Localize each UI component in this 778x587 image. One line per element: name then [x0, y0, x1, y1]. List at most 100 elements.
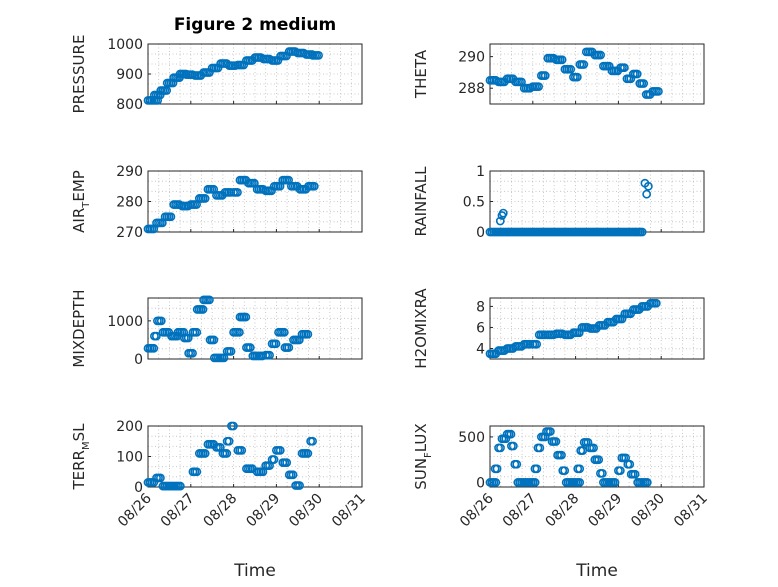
y-tick-label: 1: [476, 164, 485, 180]
data-point: [534, 82, 543, 92]
axes-border: [489, 425, 705, 488]
data-point: [619, 63, 629, 73]
data-point: [198, 305, 208, 314]
data-point: [233, 187, 242, 197]
data-point: [532, 339, 542, 349]
data-point: [200, 194, 210, 203]
y-tick-label: 0: [134, 480, 143, 496]
data-point: [557, 55, 567, 65]
data-point: [166, 212, 176, 222]
data-point: [572, 72, 582, 82]
data-point: [626, 74, 636, 84]
data-point: [642, 189, 652, 199]
data-point: [156, 316, 166, 326]
x-tick-label: 08/26: [115, 490, 155, 530]
data-point: [156, 473, 165, 483]
y-tick-label: 270: [116, 225, 143, 241]
data-point: [192, 467, 202, 477]
y-tick-label: 6: [476, 320, 485, 336]
y-axis-label: H2OMIXRA: [412, 288, 430, 369]
data-point: [155, 90, 165, 100]
x-tick-label: 08/28: [543, 491, 583, 531]
data-point: [651, 298, 661, 308]
data-point: [282, 458, 292, 467]
data-point: [498, 208, 508, 218]
y-axis-label: AIRTEMP: [70, 170, 92, 233]
y-tick-label: 288: [458, 81, 485, 97]
y-tick-label: 200: [116, 419, 143, 435]
data-point: [237, 445, 247, 455]
data-point: [639, 79, 649, 88]
data-point: [643, 181, 653, 191]
data-point: [551, 437, 561, 446]
data-point: [630, 469, 640, 479]
data-point: [149, 343, 159, 353]
x-tick-label: 08/31: [671, 491, 711, 531]
y-tick-label: 4: [476, 341, 485, 357]
data-point: [496, 443, 505, 453]
data-point: [495, 216, 505, 226]
panel-theta: 288 290 THETA: [412, 43, 705, 105]
data-point: [183, 333, 193, 343]
y-tick-label: 0: [476, 475, 485, 491]
y-tick-label: 290: [458, 50, 485, 66]
panel-h2omixra: 4 6 8 H2OMIXRA: [412, 288, 705, 369]
data-point: [506, 429, 516, 439]
y-tick-label: 100: [116, 450, 143, 466]
data-point: [200, 449, 210, 458]
y-tick-label: 290: [116, 164, 143, 180]
data-point: [303, 449, 313, 458]
y-axis-label: RAINFALL: [412, 166, 430, 237]
y-tick-label: 1000: [107, 37, 143, 53]
data-point: [654, 86, 663, 96]
data-point: [275, 445, 285, 455]
y-tick-label: 800: [116, 97, 143, 113]
x-tick-label: 08/30: [286, 491, 326, 531]
data-point: [205, 295, 214, 305]
data-point: [594, 455, 604, 465]
y-axis-label: MIXDEPTH: [70, 289, 88, 367]
data-point: [271, 339, 281, 349]
y-tick-label: 0: [134, 352, 143, 368]
data-point: [188, 348, 197, 358]
x-tick-label: 08/29: [585, 491, 625, 531]
data-point: [284, 343, 294, 352]
data-point: [560, 466, 570, 476]
data-point: [151, 331, 161, 341]
panel-pressure: 800 900 1000 PRESSURE Figure 2 medium: [70, 15, 363, 114]
y-axis-label: TERRMSL: [70, 423, 92, 491]
data-point: [295, 481, 304, 490]
data-point: [279, 327, 289, 337]
y-tick-label: 500: [458, 430, 485, 446]
data-point: [308, 436, 317, 446]
data-point: [566, 64, 576, 74]
data-point: [222, 449, 232, 458]
data-point: [234, 327, 244, 337]
panel-mixdepth: 0 1000 MIXDEPTH: [70, 289, 363, 368]
data-point: [269, 455, 279, 464]
x-tick-label: 08/27: [500, 491, 540, 531]
panel-air_temp: 270 280 290 AIRTEMP: [70, 164, 363, 241]
data-point: [226, 346, 236, 356]
data-point: [241, 312, 251, 322]
data-point: [625, 459, 635, 469]
data-point: [589, 443, 598, 453]
x-tick-label: 08/27: [158, 491, 198, 531]
x-axis-label: Time: [233, 561, 276, 581]
data-point: [557, 450, 566, 460]
data-point: [545, 427, 555, 436]
data-point: [192, 327, 202, 337]
y-axis-label: SUNFLUX: [412, 423, 434, 489]
panel-rainfall: 0 0.5 1 RAINFALL: [412, 164, 705, 241]
axes-border: [489, 43, 705, 105]
data-point: [642, 478, 652, 487]
data-point: [637, 227, 647, 237]
data-point: [508, 441, 518, 451]
data-point: [265, 350, 274, 360]
y-tick-label: 1000: [107, 314, 143, 330]
panel-sun_flux: 0 500 08/26 08/27 08/28 08/29 08/30 08/31 SUNFLU…: [412, 423, 711, 581]
y-axis-label: PRESSURE: [70, 35, 88, 114]
x-tick-label: 08/26: [457, 490, 497, 530]
y-tick-label: 0.5: [463, 195, 485, 211]
